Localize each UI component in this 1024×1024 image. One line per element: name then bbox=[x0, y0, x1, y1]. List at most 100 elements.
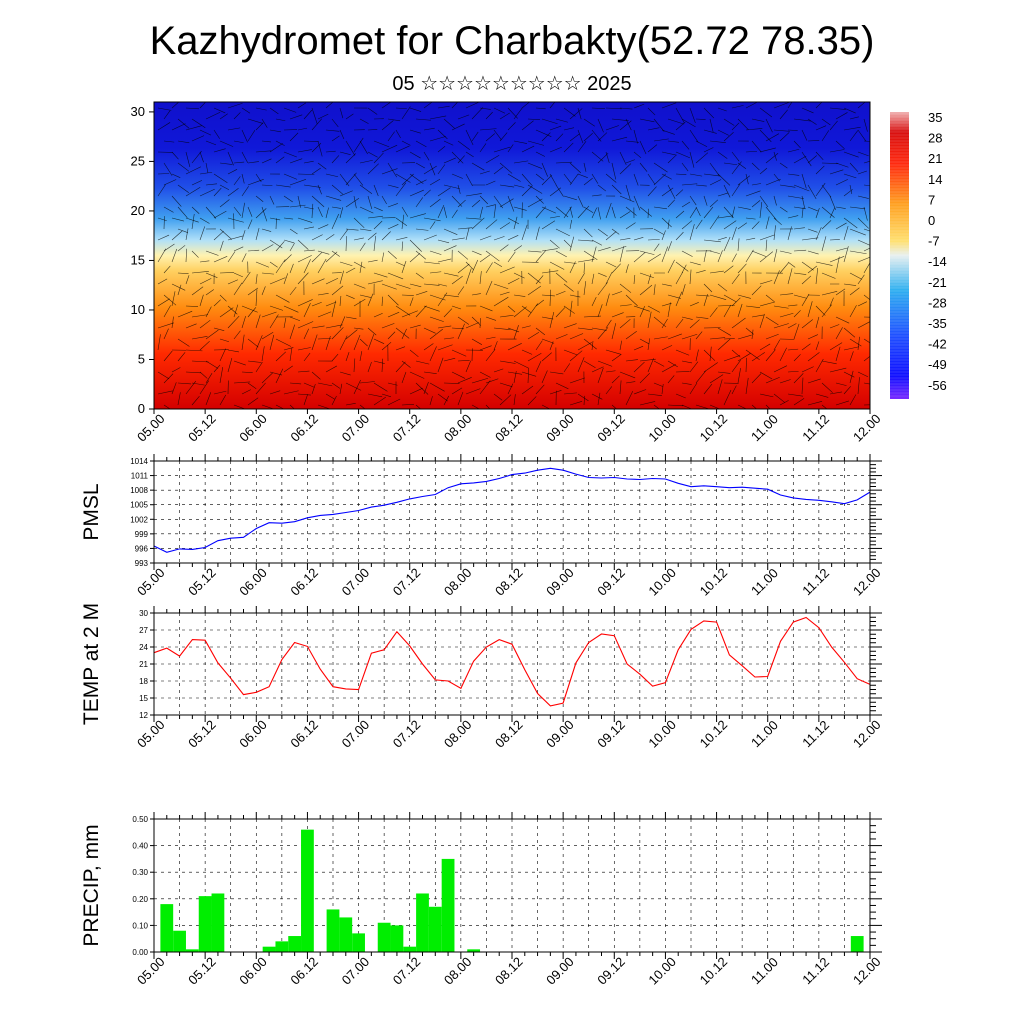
wind-vector bbox=[437, 239, 450, 244]
wind-vector bbox=[703, 107, 715, 119]
wind-vector bbox=[801, 129, 808, 141]
wind-vector bbox=[513, 245, 523, 252]
wind-vector bbox=[597, 272, 607, 277]
wind-vector bbox=[681, 316, 693, 320]
wind-vector bbox=[283, 107, 297, 113]
wind-vector bbox=[499, 244, 509, 252]
wind-vector bbox=[507, 371, 523, 375]
wind-vector bbox=[555, 133, 564, 142]
wind-vector bbox=[675, 151, 691, 159]
wind-vector bbox=[367, 215, 383, 219]
wind-vector bbox=[485, 404, 491, 409]
wind-vector bbox=[289, 228, 298, 235]
wind-vector bbox=[667, 140, 679, 143]
wind-vector bbox=[457, 286, 465, 296]
wind-vector bbox=[619, 238, 631, 241]
wind-vector bbox=[317, 162, 327, 170]
wind-vector bbox=[437, 164, 446, 175]
hm-xtick-label-11: 10.12 bbox=[697, 411, 731, 445]
wind-vector bbox=[303, 259, 311, 274]
wind-vector bbox=[821, 118, 831, 126]
wind-vector bbox=[863, 140, 870, 142]
wind-vector bbox=[661, 230, 666, 241]
wind-vector bbox=[311, 142, 322, 153]
wind-vector bbox=[289, 132, 299, 142]
wind-vector bbox=[199, 129, 212, 136]
wind-vector bbox=[549, 239, 560, 249]
wind-vector bbox=[675, 271, 684, 285]
wind-vector bbox=[751, 140, 762, 153]
wind-vector bbox=[261, 118, 268, 128]
wind-vector bbox=[807, 155, 817, 164]
wind-vector bbox=[667, 199, 675, 208]
wind-vector bbox=[849, 338, 862, 347]
wind-vector bbox=[563, 283, 574, 292]
wind-vector bbox=[703, 195, 708, 206]
wind-vector bbox=[807, 301, 813, 318]
heatmap-x-axis: 05.00 05.12 06.00 06.12 07.00 07.12 08.00 08.12… bbox=[134, 409, 884, 445]
wind-vector bbox=[787, 129, 798, 131]
xtick-label-11: 10.12 bbox=[697, 565, 731, 599]
wind-vector bbox=[367, 107, 378, 115]
wind-vector bbox=[521, 145, 535, 153]
wind-vector bbox=[829, 256, 845, 263]
wind-vector bbox=[401, 310, 418, 318]
xtick-label-4: 07.00 bbox=[339, 954, 373, 988]
wind-vector bbox=[479, 254, 491, 263]
wind-vector bbox=[185, 248, 188, 263]
wind-vector bbox=[471, 162, 485, 171]
wind-vector bbox=[513, 394, 516, 406]
wind-vector bbox=[549, 371, 564, 375]
wind-vector bbox=[395, 107, 407, 110]
wind-vector bbox=[521, 224, 528, 241]
wind-vector bbox=[227, 217, 244, 223]
wind-vector bbox=[843, 189, 853, 197]
wind-vector bbox=[611, 312, 624, 318]
wind-vector bbox=[157, 217, 167, 222]
wind-vector bbox=[261, 346, 265, 362]
wind-vector bbox=[451, 123, 465, 131]
wind-vector bbox=[661, 187, 674, 197]
wind-vector bbox=[695, 370, 706, 384]
precip-bar bbox=[173, 930, 186, 952]
wind-vector bbox=[415, 250, 427, 260]
wind-vector bbox=[821, 162, 839, 164]
wind-vector bbox=[157, 234, 170, 241]
wind-vector bbox=[759, 371, 773, 380]
wind-vector bbox=[415, 162, 425, 169]
wind-vector bbox=[863, 206, 868, 221]
wind-vector bbox=[878, 128, 887, 141]
wind-vector bbox=[303, 206, 314, 210]
wind-vector bbox=[815, 316, 820, 329]
wind-vector bbox=[681, 404, 693, 409]
wind-vector bbox=[303, 140, 319, 142]
wind-vector bbox=[401, 106, 411, 120]
wind-vector bbox=[331, 382, 341, 389]
wind-vector bbox=[731, 161, 742, 175]
wind-vector bbox=[695, 152, 709, 164]
wind-vector bbox=[521, 305, 532, 314]
wind-vector bbox=[325, 207, 329, 219]
wind-vector bbox=[709, 199, 719, 208]
wind-vector bbox=[387, 184, 399, 188]
wind-vector bbox=[583, 228, 593, 238]
wind-vector bbox=[731, 297, 741, 307]
wind-vector bbox=[709, 215, 720, 230]
wind-vector bbox=[849, 351, 854, 362]
wind-vector bbox=[653, 138, 669, 142]
wind-vector bbox=[731, 317, 746, 329]
wind-vector bbox=[737, 404, 748, 409]
xtick-label-5: 07.12 bbox=[390, 954, 424, 988]
wind-vector bbox=[835, 112, 848, 120]
wind-vector bbox=[177, 228, 188, 233]
wind-vector bbox=[667, 219, 670, 230]
wind-vector bbox=[689, 151, 695, 168]
wind-vector bbox=[415, 140, 427, 148]
wind-vector bbox=[541, 118, 558, 125]
wind-vector bbox=[429, 250, 442, 255]
wind-vector bbox=[569, 236, 575, 252]
wind-vector bbox=[878, 185, 886, 190]
wind-vector bbox=[667, 302, 671, 318]
wind-vector bbox=[415, 197, 424, 208]
wind-vector bbox=[619, 195, 635, 203]
